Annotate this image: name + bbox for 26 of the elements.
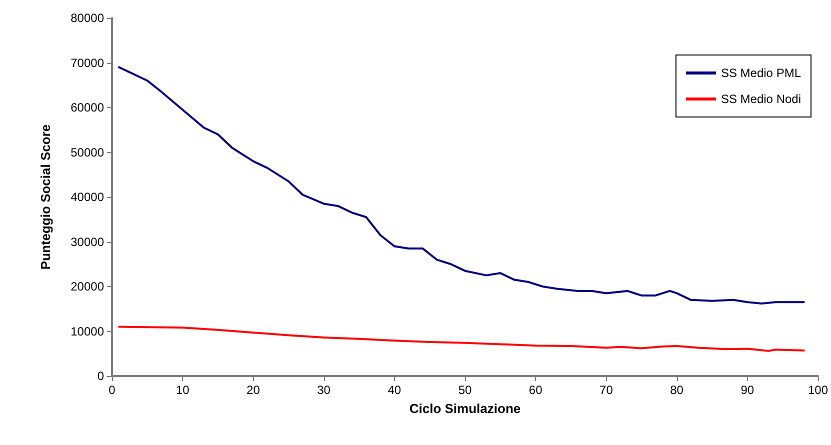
x-tick-label: 90 — [740, 383, 754, 397]
line-series — [118, 326, 805, 352]
y-tick-label: 60000 — [70, 100, 104, 114]
line-series — [118, 66, 805, 305]
y-tick-label: 20000 — [70, 280, 104, 294]
x-tick-label: 100 — [808, 383, 828, 397]
x-axis-title: Ciclo Simulazione — [409, 401, 521, 416]
y-tick-label: 40000 — [70, 190, 104, 204]
legend-label: SS Medio PML — [720, 66, 802, 80]
x-tick-label: 30 — [317, 383, 331, 397]
x-tick-label: 50 — [458, 383, 472, 397]
x-tick-label: 60 — [528, 383, 543, 397]
legend-label: SS Medio Nodi — [720, 92, 802, 106]
y-tick-label: 70000 — [70, 56, 104, 70]
y-tick-label: 10000 — [70, 324, 104, 338]
x-tick-label: 80 — [670, 383, 684, 397]
y-tick-label: 0 — [97, 369, 104, 383]
x-tick-label: 0 — [108, 383, 116, 397]
x-tick-label: 70 — [600, 383, 614, 397]
x-tick-label: 10 — [176, 383, 190, 397]
y-tick-label: 30000 — [70, 234, 104, 249]
y-tick-label: 50000 — [70, 145, 104, 160]
x-tick-label: 20 — [246, 383, 260, 397]
y-axis-title: Punteggio Social Score — [38, 124, 53, 270]
y-tick-label: 80000 — [70, 11, 104, 25]
x-tick-label: 40 — [388, 383, 402, 397]
